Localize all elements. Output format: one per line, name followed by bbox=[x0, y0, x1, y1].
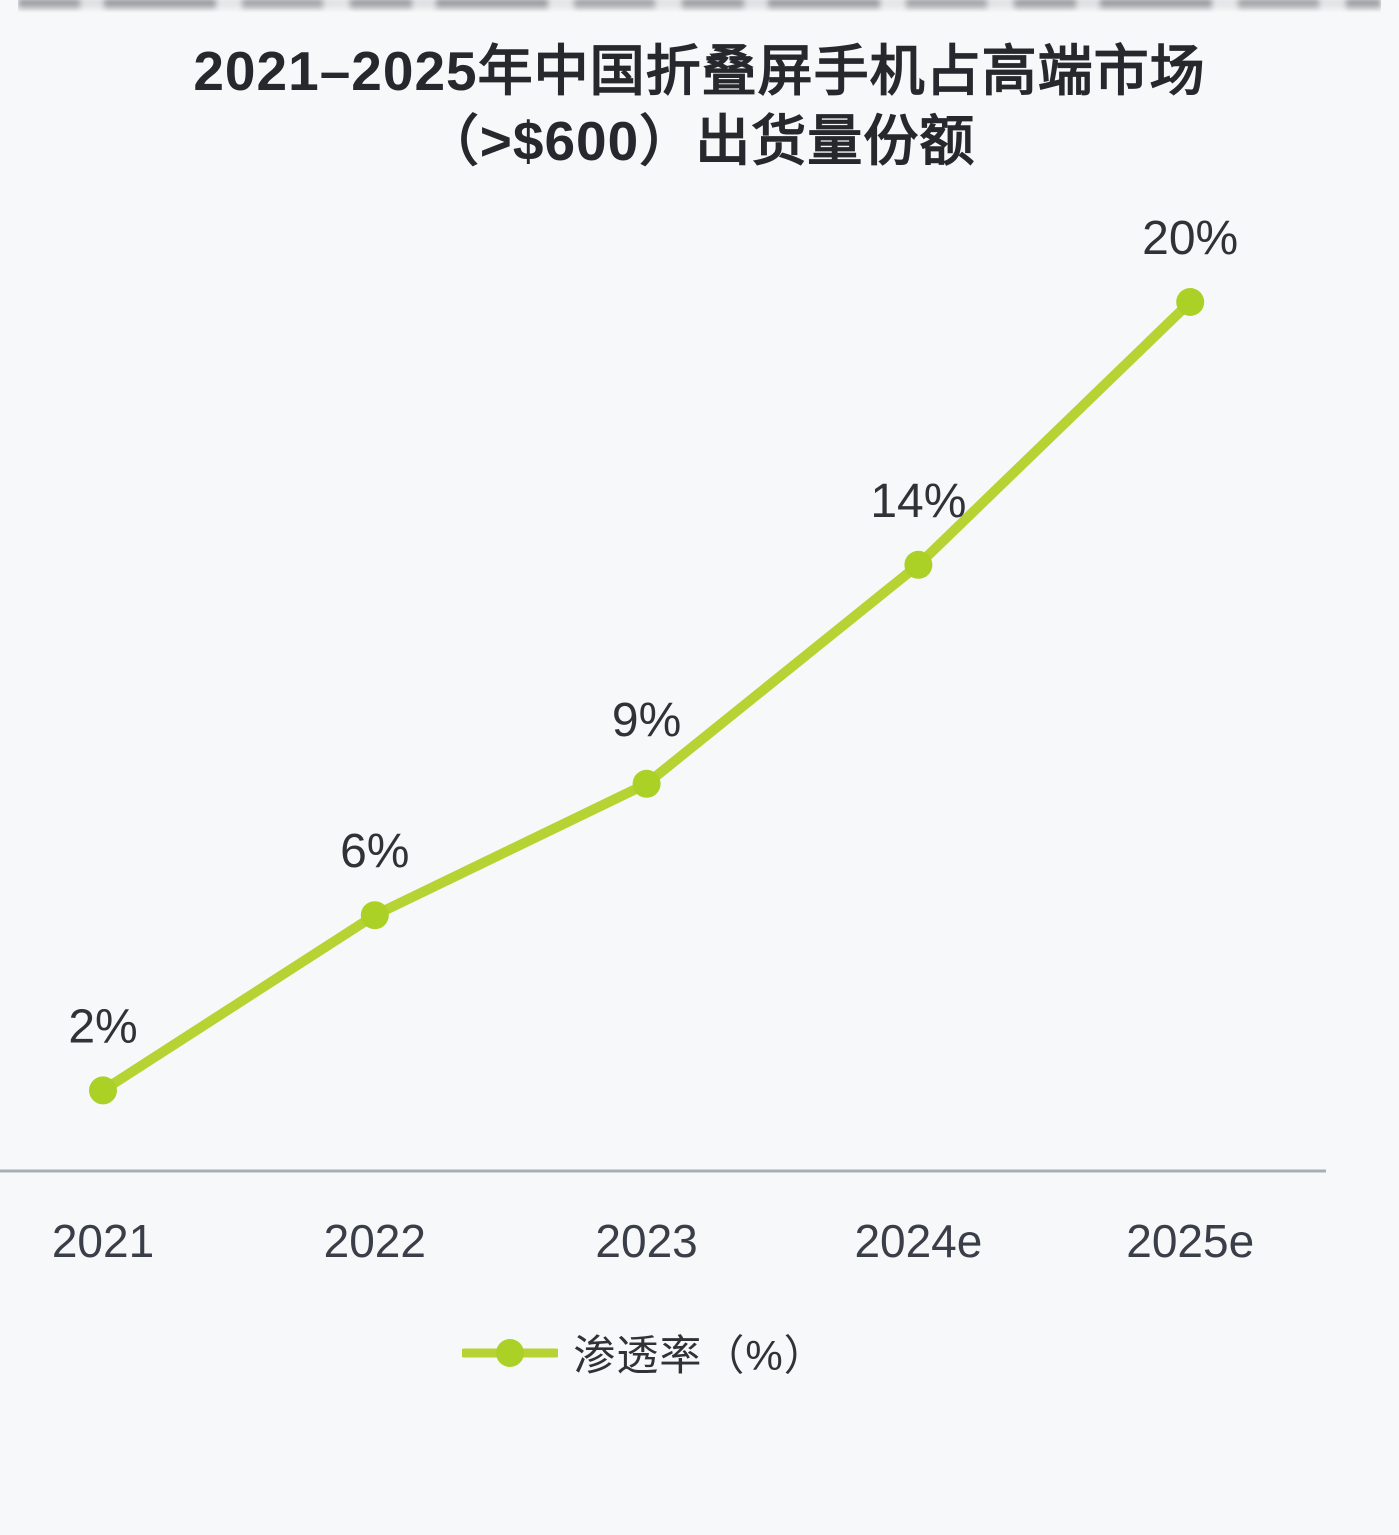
x-axis-label: 2021 bbox=[52, 1215, 154, 1267]
data-point-marker bbox=[632, 769, 661, 798]
data-point-marker bbox=[360, 901, 389, 930]
legend-label: 渗透率（%） bbox=[573, 1332, 827, 1379]
legend-line-marker-icon bbox=[462, 1338, 559, 1367]
legend: 渗透率（%） bbox=[0, 1322, 1399, 1383]
x-axis-label: 2024e bbox=[854, 1215, 982, 1267]
x-axis-label: 2023 bbox=[595, 1215, 697, 1267]
chart-title: 2021–2025年中国折叠屏手机占高端市场 （>$600）出货量份额 bbox=[0, 36, 1399, 176]
data-point-marker bbox=[904, 550, 933, 579]
chart-title-line-1: 2021–2025年中国折叠屏手机占高端市场 bbox=[193, 40, 1206, 102]
data-point-marker bbox=[89, 1076, 117, 1105]
data-label: 9% bbox=[612, 694, 681, 747]
data-label: 14% bbox=[870, 475, 966, 528]
legend-item: 渗透率（%） bbox=[462, 1322, 826, 1383]
cropped-text-remnant bbox=[18, 0, 1381, 13]
data-label: 6% bbox=[340, 825, 409, 878]
data-label: 20% bbox=[1142, 212, 1238, 265]
data-point-marker bbox=[1176, 288, 1205, 316]
x-axis-label: 2022 bbox=[324, 1215, 426, 1267]
chart-title-line-2: （>$600）出货量份额 bbox=[423, 110, 976, 172]
data-label: 2% bbox=[68, 1000, 137, 1053]
x-axis-label: 2025e bbox=[1126, 1215, 1254, 1267]
